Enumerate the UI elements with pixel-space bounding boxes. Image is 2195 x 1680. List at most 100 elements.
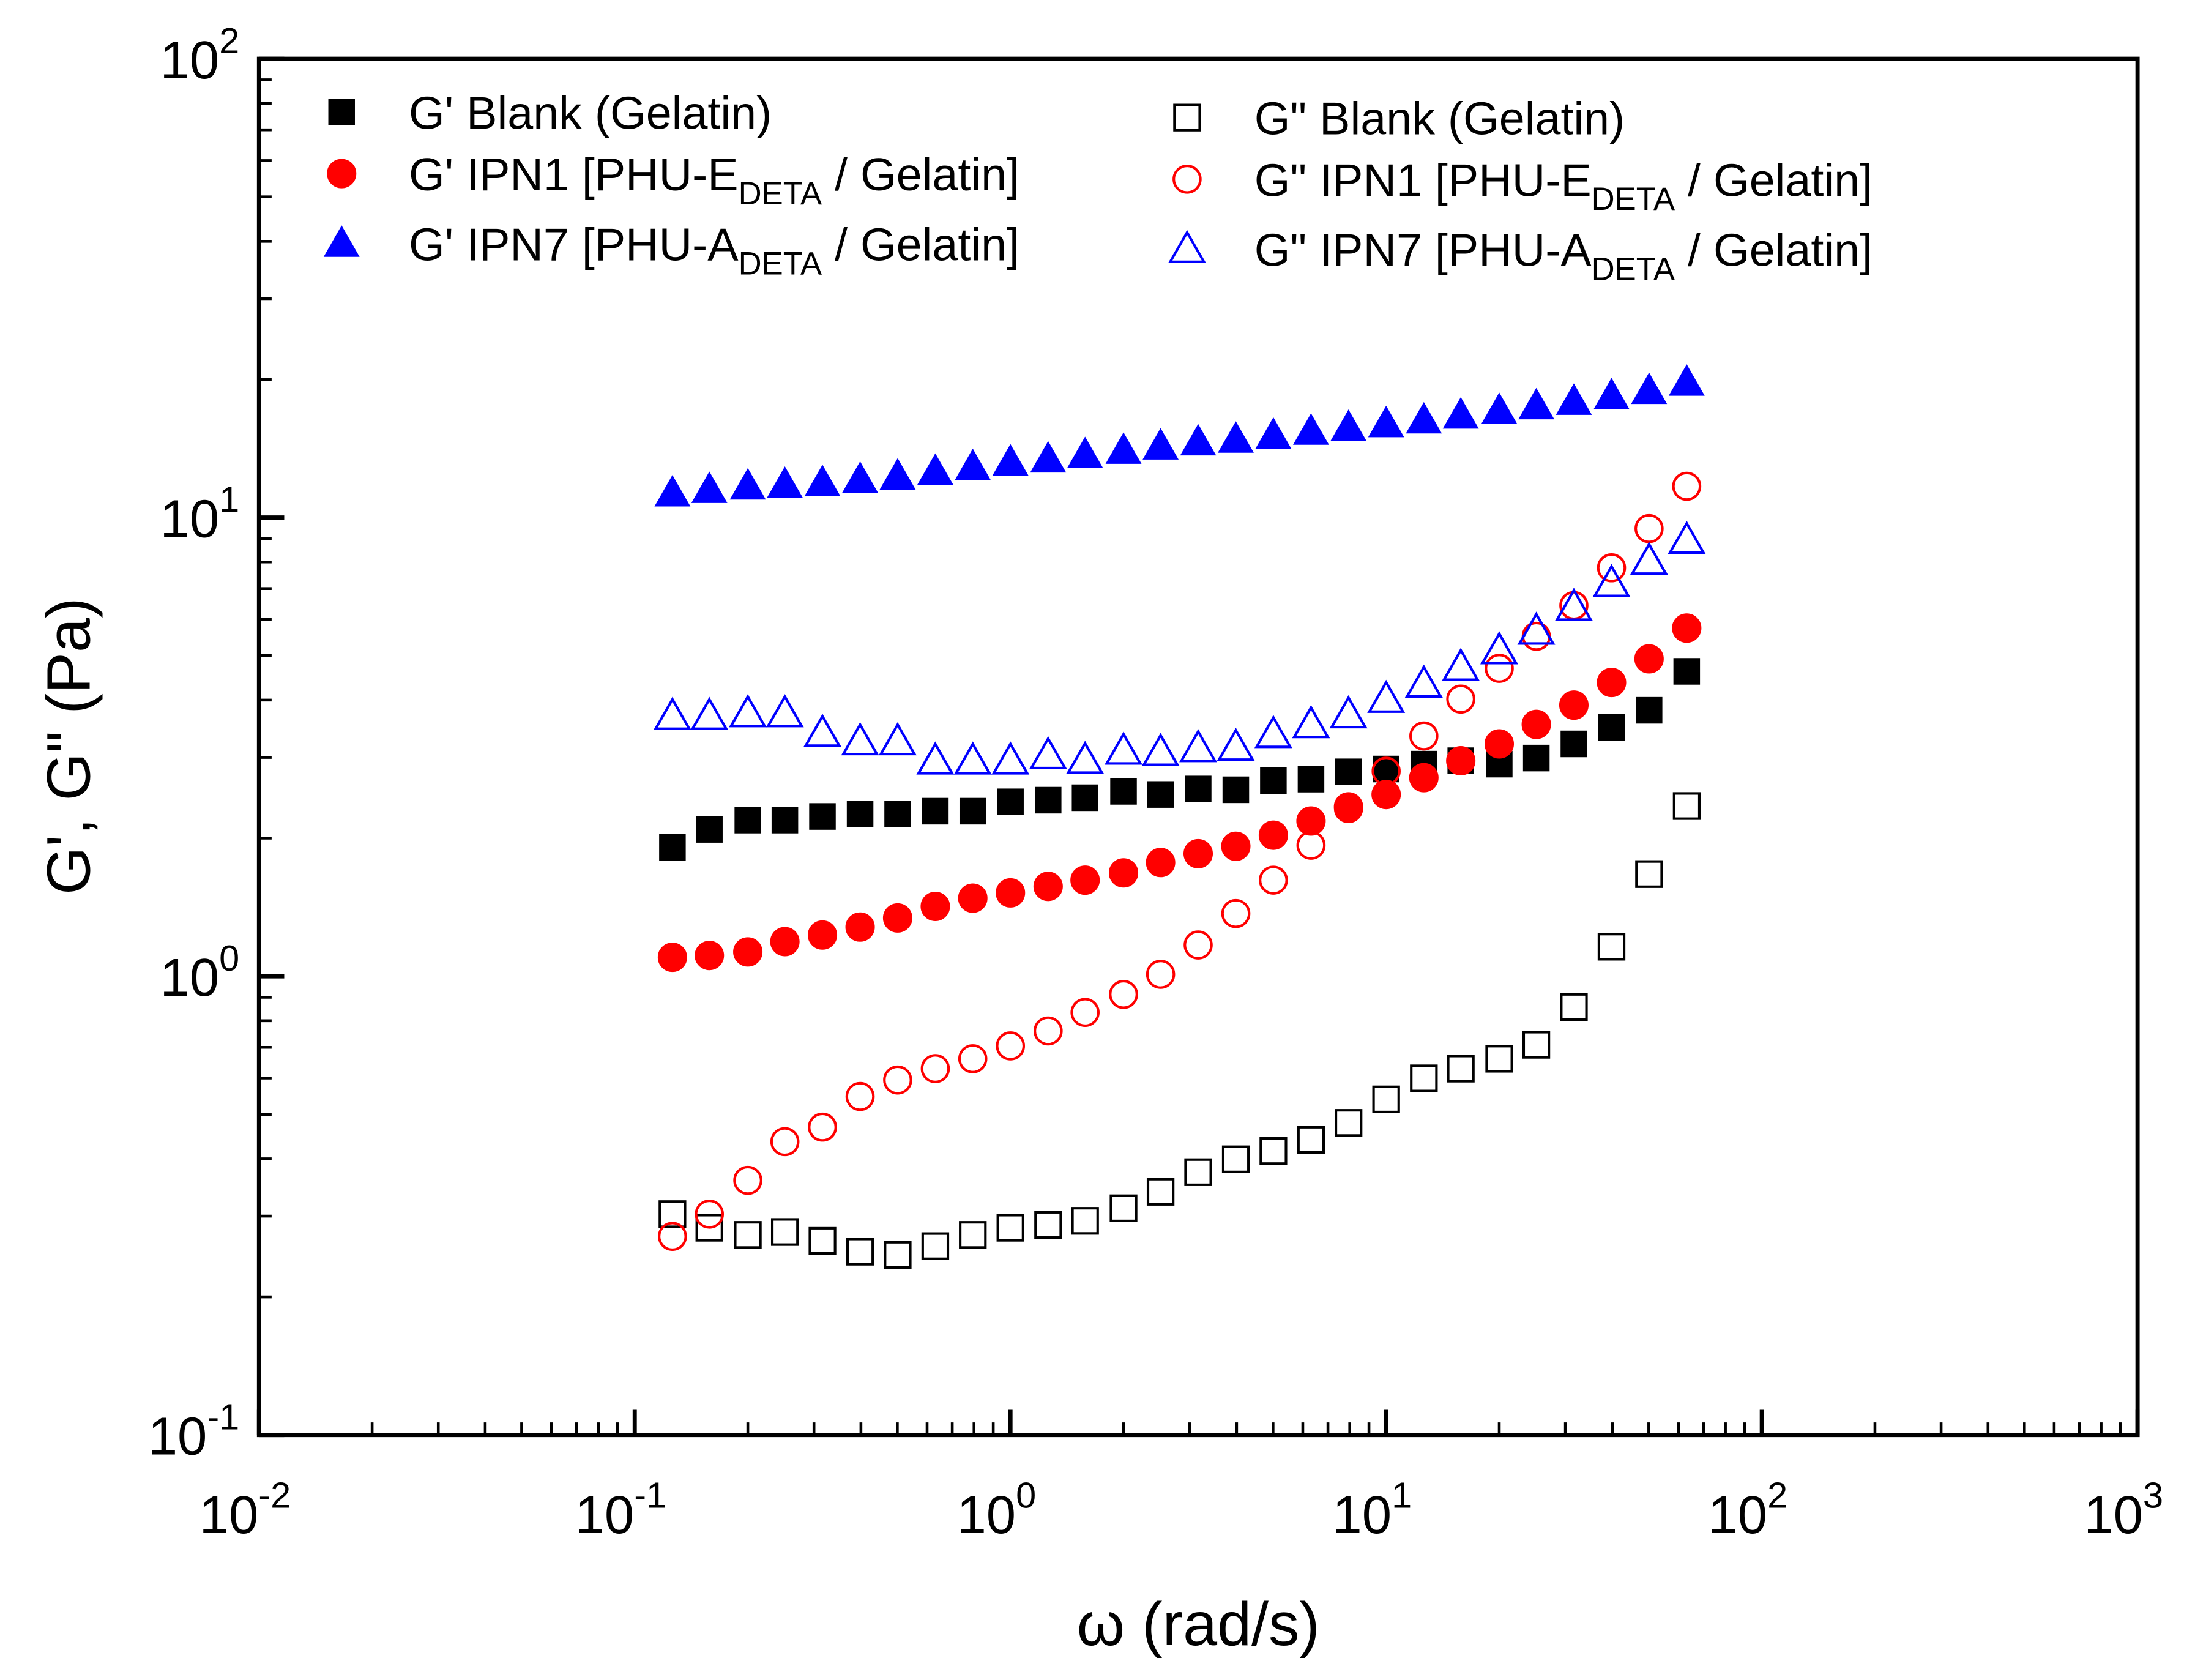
data-point [1033,872,1063,902]
legend-label: G' Blank (Gelatin) [409,87,772,138]
data-point [922,797,949,825]
data-point [1255,417,1292,449]
data-point [1109,979,1138,1009]
data-point [842,461,878,493]
data-point [1297,766,1325,793]
data-point [916,741,955,775]
data-point [1296,806,1326,836]
data-point [1672,471,1702,501]
data-point [1556,383,1592,415]
data-point [1221,831,1251,861]
series-2 [654,364,1705,507]
data-point [992,444,1029,476]
data-point [958,1044,988,1073]
data-point [1368,405,1404,438]
data-point [1560,993,1588,1021]
data-point [1485,654,1514,683]
data-point [1109,1194,1138,1222]
legend-label: G" IPN7 [PHU-ADETA / Gelatin] [1254,225,1873,288]
data-point [1292,705,1330,739]
data-point [1260,767,1287,794]
data-point [882,903,912,933]
data-point [959,797,986,825]
data-point [1221,898,1251,928]
data-points [653,364,1706,1269]
data-point [1110,778,1137,805]
data-point [1180,424,1217,456]
axis-ticks: 10-2 10-1 100 101 102 103 10-1 100 101 102 [148,20,2163,1545]
data-point [1635,860,1663,888]
data-point [734,807,761,834]
series-3 [658,792,1701,1269]
legend-marker-square [328,99,355,125]
data-point [1367,679,1406,713]
data-point [1330,409,1367,441]
data-point [921,1232,950,1260]
data-point [1410,1064,1438,1092]
data-point [1634,644,1664,674]
data-point [1409,763,1439,793]
data-point [1071,1207,1099,1235]
data-point [1029,736,1067,769]
data-point [658,1222,687,1251]
data-point [1480,631,1519,665]
data-point [771,807,799,834]
legend-entry: G' Blank (Gelatin) [328,87,772,138]
data-point [1183,838,1213,868]
data-point [1672,613,1702,643]
legend-marker-circle [327,159,357,189]
data-point [1522,1031,1551,1059]
data-point [1442,397,1479,429]
legend-label: G' IPN7 [PHU-ADETA / Gelatin] [409,218,1019,282]
data-point [1035,786,1062,814]
data-point [1592,564,1631,597]
y-tick-label: 101 [160,479,240,548]
data-point [1185,775,1212,802]
data-point [1593,378,1630,409]
data-point [696,816,723,843]
data-point [1296,831,1326,860]
data-point [1146,848,1176,878]
data-point [1518,387,1554,420]
legend: G' Blank (Gelatin) G' IPN1 [PHU-EDETA / G… [323,87,1873,288]
data-point [1597,933,1626,961]
legend-entry: G" Blank (Gelatin) [1173,93,1625,144]
data-point [846,1238,874,1266]
data-point [1597,553,1627,583]
data-point [695,1214,723,1242]
x-tick-label: 101 [1332,1475,1412,1545]
data-point [1333,794,1363,823]
data-point [1105,731,1143,765]
data-point [1517,611,1556,645]
data-point [953,741,992,775]
data-point [1406,401,1442,434]
data-point [996,1031,1026,1061]
data-point [1142,428,1179,460]
data-point [1292,413,1329,445]
data-point [845,912,875,942]
data-point [841,722,879,756]
data-point [1598,714,1625,741]
legend-entry: G' IPN7 [PHU-ADETA / Gelatin] [323,218,1019,282]
data-point [1147,781,1174,808]
data-point [808,920,838,950]
data-point [691,471,728,503]
legend-entry: G" IPN7 [PHU-ADETA / Gelatin] [1168,225,1873,288]
data-point [1631,372,1668,405]
data-point [991,741,1030,775]
data-point [1668,364,1705,396]
data-point [1067,436,1103,468]
data-point [729,694,767,728]
data-point [1372,1085,1400,1113]
data-point [920,891,950,922]
data-point [733,937,763,967]
legend-marker-square [1173,103,1201,132]
data-point [1259,1137,1288,1165]
data-point [804,465,841,496]
data-point [659,834,686,861]
data-point [1183,930,1213,960]
data-point [1521,709,1551,739]
data-point [1184,1158,1212,1186]
data-point [878,722,917,756]
x-axis-label: ω (rad/s) [1077,1590,1320,1659]
